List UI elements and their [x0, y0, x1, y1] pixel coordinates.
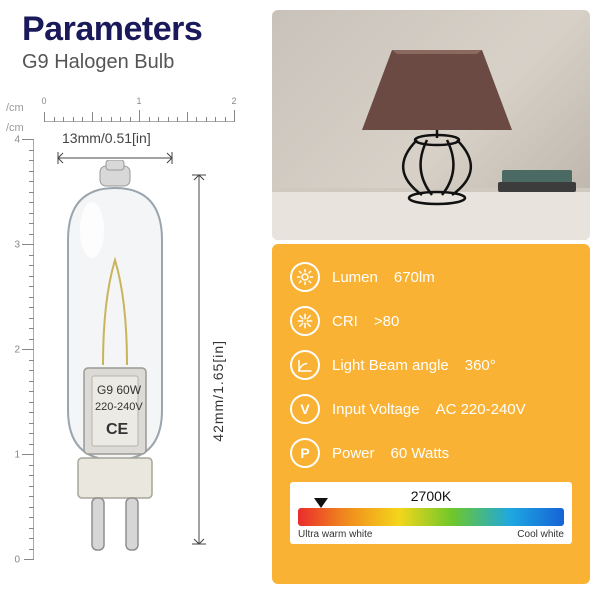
- spec-panel: Lumen 670lm CRI >80 Light Beam angle 360° V Inp…: [272, 244, 590, 584]
- ruler-unit-vertical: /cm: [6, 122, 24, 134]
- svg-text:G9 60W: G9 60W: [97, 383, 142, 397]
- spec-label: Input Voltage: [332, 401, 420, 418]
- bulb-illustration: G9 60W 220-240V CE: [48, 160, 188, 560]
- spec-row: Light Beam angle 360°: [290, 350, 572, 380]
- ruler-vertical: 01234: [4, 140, 34, 560]
- spec-label: Power: [332, 445, 375, 462]
- spec-row: Lumen 670lm: [290, 262, 572, 292]
- spec-value: >80: [374, 313, 399, 330]
- spec-value: AC 220-240V: [436, 401, 526, 418]
- color-temp-box: 2700K Ultra warm white Cool white: [290, 482, 572, 544]
- svg-text:220-240V: 220-240V: [95, 401, 143, 413]
- spec-value: 60 Watts: [391, 445, 450, 462]
- spec-value: 360°: [465, 357, 496, 374]
- product-photo: [272, 10, 590, 240]
- color-temp-bar: [298, 508, 564, 526]
- spec-label: CRI: [332, 313, 358, 330]
- page-subtitle: G9 Halogen Bulb: [22, 51, 202, 74]
- dimension-height-label: 42mm/1.65[in]: [210, 340, 226, 442]
- spec-row: CRI >80: [290, 306, 572, 336]
- burst-icon: [290, 306, 320, 336]
- color-temp-value: 2700K: [298, 488, 564, 504]
- color-temp-indicator-icon: [314, 498, 328, 508]
- dimension-width-label: 13mm/0.51[in]: [62, 130, 151, 146]
- spec-label: Light Beam angle: [332, 357, 449, 374]
- spec-row: P Power 60 Watts: [290, 438, 572, 468]
- color-temp-right-label: Cool white: [517, 529, 564, 540]
- spec-label: Lumen: [332, 269, 378, 286]
- angle-icon: [290, 350, 320, 380]
- v-icon: V: [290, 394, 320, 424]
- p-icon: P: [290, 438, 320, 468]
- ruler-horizontal: 012: [44, 98, 234, 122]
- color-temp-left-label: Ultra warm white: [298, 529, 372, 540]
- sun-icon: [290, 262, 320, 292]
- spec-value: 670lm: [394, 269, 435, 286]
- page-title: Parameters: [22, 10, 202, 49]
- ruler-unit-horizontal: /cm: [6, 102, 24, 114]
- svg-text:CE: CE: [106, 421, 129, 438]
- dimension-height-arrow: [192, 172, 206, 547]
- spec-row: V Input Voltage AC 220-240V: [290, 394, 572, 424]
